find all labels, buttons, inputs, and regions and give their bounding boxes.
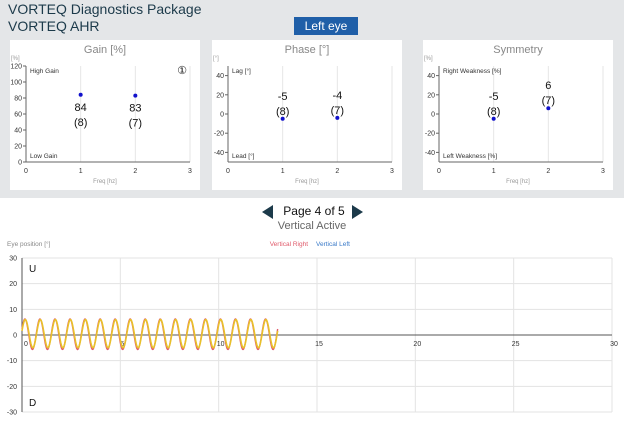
top-annotation: High Gain bbox=[30, 68, 59, 75]
page-label: Page 4 of 5 bbox=[283, 204, 345, 218]
bottom-annotation: Left Weakness [%] bbox=[443, 153, 497, 160]
x-axis-label: Freq [hz] bbox=[295, 179, 319, 185]
x-tick-label: 3 bbox=[390, 168, 394, 175]
y-tick-label: 10 bbox=[9, 307, 17, 314]
x-tick-label: 3 bbox=[188, 168, 192, 175]
y-tick-label: 30 bbox=[9, 256, 17, 263]
y-tick-label: 20 bbox=[14, 144, 22, 151]
gain-panel: Gain [%] [%] 0 1 2 3 0 20 40 60 80 100 120 Freq [hz] H… bbox=[10, 40, 200, 190]
chart-title: Gain [%] bbox=[84, 44, 126, 56]
y-tick-label: 0 bbox=[13, 333, 17, 340]
y-tick-label: 20 bbox=[427, 92, 435, 99]
point-value-label: -4 bbox=[332, 90, 342, 102]
trace-title: Vertical Active bbox=[277, 220, 347, 232]
data-point bbox=[546, 106, 551, 111]
phase-chart: Phase [°] [°] 0 1 2 3 -40 -20 0 20 40 Freq [hz] Lag … bbox=[213, 44, 394, 185]
left-eye-button[interactable]: Left eye bbox=[294, 17, 358, 35]
chart-title: Phase [°] bbox=[285, 44, 330, 56]
top-annotation: Right Weakness [%] bbox=[443, 68, 502, 75]
x-axis-label: Freq [hz] bbox=[506, 179, 530, 185]
y-tick-label: -20 bbox=[425, 131, 435, 138]
bottom-annotation: Lead [°] bbox=[232, 152, 255, 160]
legend-vertical-right: Vertical Right bbox=[270, 241, 308, 248]
y-tick-label: 100 bbox=[10, 80, 22, 87]
y-tick-label: 0 bbox=[220, 112, 224, 119]
down-annotation: D bbox=[29, 398, 36, 409]
point-value-label: -5 bbox=[278, 91, 288, 103]
y-tick-label: -40 bbox=[214, 150, 224, 157]
x-tick-label: 25 bbox=[512, 341, 520, 348]
x-tick-label: 0 bbox=[437, 168, 441, 175]
y-axis-label: Eye position [°] bbox=[7, 240, 51, 248]
y-tick-label: -40 bbox=[425, 150, 435, 157]
vertical-left-trace bbox=[21, 318, 279, 349]
y-axis-label: [°] bbox=[213, 56, 219, 62]
gain-chart: Gain [%] [%] 0 1 2 3 0 20 40 60 80 100 120 Freq [hz] H… bbox=[10, 44, 192, 185]
y-tick-label: 120 bbox=[10, 64, 22, 71]
point-count-label: (8) bbox=[487, 106, 500, 118]
x-tick-label: 3 bbox=[601, 168, 605, 175]
info-badge-icon[interactable]: ① bbox=[177, 64, 187, 77]
y-tick-label: 0 bbox=[431, 112, 435, 119]
chart-title: Symmetry bbox=[493, 44, 543, 56]
symmetry-chart: Symmetry [%] 0 1 2 3 -40 -20 0 20 40 Freq [hz] Right… bbox=[424, 44, 605, 185]
x-tick-label: 30 bbox=[610, 341, 618, 348]
x-tick-label: 20 bbox=[413, 341, 421, 348]
data-point bbox=[280, 116, 285, 121]
data-point bbox=[78, 92, 83, 97]
y-tick-label: 40 bbox=[14, 128, 22, 135]
y-tick-label: 0 bbox=[18, 160, 22, 167]
y-tick-label: 80 bbox=[14, 96, 22, 103]
x-tick-label: 2 bbox=[133, 168, 137, 175]
point-count-label: (7) bbox=[331, 105, 344, 117]
pager: Page 4 of 5 bbox=[0, 203, 624, 221]
y-axis-label: [%] bbox=[11, 56, 20, 62]
app-subtitle: VORTEQ AHR bbox=[8, 18, 100, 34]
point-value-label: 84 bbox=[75, 102, 87, 114]
app-title: VORTEQ Diagnostics Package bbox=[8, 1, 202, 17]
data-point bbox=[133, 93, 138, 98]
y-tick-label: -20 bbox=[214, 131, 224, 138]
point-value-label: 83 bbox=[129, 103, 141, 115]
legend-vertical-left: Vertical Left bbox=[316, 241, 350, 248]
next-page-arrow-icon[interactable] bbox=[352, 205, 363, 219]
symmetry-panel: Symmetry [%] 0 1 2 3 -40 -20 0 20 40 Freq [hz] Right… bbox=[423, 40, 613, 190]
y-tick-label: 40 bbox=[216, 73, 224, 80]
x-tick-label: 2 bbox=[335, 168, 339, 175]
top-annotation: Lag [°] bbox=[232, 67, 251, 75]
x-tick-label: 0 bbox=[226, 168, 230, 175]
x-tick-label: 1 bbox=[281, 168, 285, 175]
point-value-label: 6 bbox=[545, 80, 551, 92]
y-tick-label: -20 bbox=[7, 384, 17, 391]
x-tick-label: 10 bbox=[217, 341, 225, 348]
y-tick-label: 20 bbox=[9, 281, 17, 288]
y-tick-label: 40 bbox=[427, 73, 435, 80]
previous-page-arrow-icon[interactable] bbox=[262, 205, 273, 219]
bottom-annotation: Low Gain bbox=[30, 153, 58, 160]
y-tick-label: -30 bbox=[7, 410, 17, 417]
x-tick-label: 1 bbox=[492, 168, 496, 175]
x-tick-label: 1 bbox=[79, 168, 83, 175]
x-tick-label: 5 bbox=[120, 341, 124, 348]
point-count-label: (8) bbox=[74, 117, 87, 129]
y-axis-label: [%] bbox=[424, 56, 433, 62]
up-annotation: U bbox=[29, 264, 36, 275]
point-count-label: (8) bbox=[276, 106, 289, 118]
data-point bbox=[491, 116, 496, 121]
eye-position-chart: Eye position [°] Vertical Right Vertical L… bbox=[7, 240, 618, 417]
x-axis-label: Freq [hz] bbox=[93, 179, 117, 185]
x-tick-label: 0 bbox=[24, 341, 28, 348]
phase-panel: Phase [°] [°] 0 1 2 3 -40 -20 0 20 40 Freq [hz] Lag … bbox=[212, 40, 402, 190]
point-count-label: (7) bbox=[542, 95, 555, 107]
x-tick-label: 0 bbox=[24, 168, 28, 175]
data-point bbox=[335, 115, 340, 120]
y-tick-label: -10 bbox=[7, 358, 17, 365]
x-tick-label: 15 bbox=[315, 341, 323, 348]
x-tick-label: 2 bbox=[546, 168, 550, 175]
point-count-label: (7) bbox=[129, 118, 142, 130]
y-tick-label: 60 bbox=[14, 112, 22, 119]
point-value-label: -5 bbox=[489, 91, 499, 103]
y-tick-label: 20 bbox=[216, 92, 224, 99]
